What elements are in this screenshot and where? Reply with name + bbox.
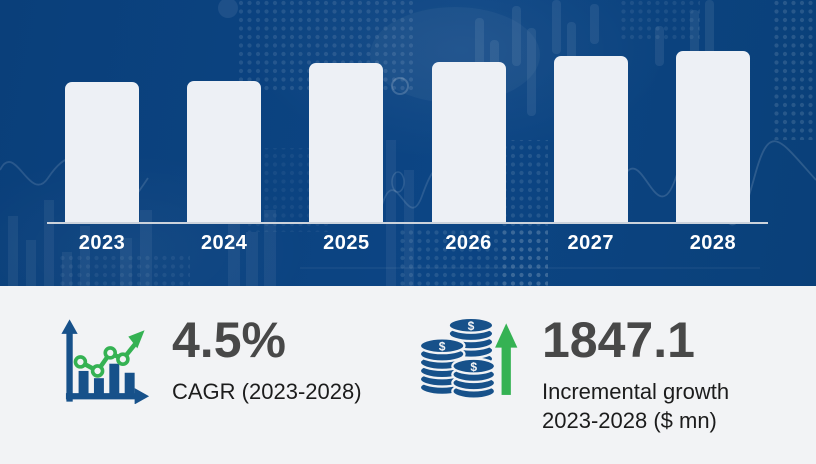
cagr-label: CAGR (2023-2028) — [172, 378, 362, 404]
bar-group-2026: 2026 — [431, 0, 506, 258]
chart-section: 2023 2024 2025 2026 2027 2028 — [0, 0, 816, 286]
stats-section: 4.5% CAGR (2023-2028) $ — [0, 286, 816, 464]
bar-group-2028: 2028 — [675, 0, 750, 258]
bar-2026 — [431, 62, 506, 222]
growth-chart-icon — [61, 319, 150, 404]
bar-label-2027: 2027 — [567, 232, 614, 254]
svg-text:$: $ — [470, 360, 477, 374]
x-axis-line — [47, 222, 768, 224]
cagr-stat: 4.5% CAGR (2023-2028) — [56, 286, 362, 406]
bar-chart: 2023 2024 2025 2026 2027 2028 — [47, 0, 768, 258]
bar-label-2028: 2028 — [689, 232, 737, 254]
bar-group-2023: 2023 — [65, 0, 139, 258]
bar-label-2023: 2023 — [78, 232, 126, 254]
bar-label-2026: 2026 — [445, 232, 492, 254]
cagr-value: 4.5% — [172, 312, 286, 368]
incremental-growth-label-line1: Incremental growth — [542, 378, 730, 404]
bar-group-2025: 2025 — [309, 0, 384, 258]
incremental-growth-text-block: 1847.1 Incremental growth 2023-2028 ($ m… — [542, 314, 729, 435]
incremental-growth-stat: $ $ $ — [418, 286, 729, 435]
bar-2023 — [65, 82, 139, 222]
bar-2024 — [187, 81, 262, 222]
bar-group-2024: 2024 — [187, 0, 262, 258]
bar-label-2025: 2025 — [323, 232, 370, 254]
coins-up-arrow-icon: $ $ $ — [418, 316, 518, 400]
bar-2025 — [309, 63, 384, 222]
incremental-growth-label: Incremental growth 2023-2028 ($ mn) — [542, 377, 729, 435]
incremental-growth-label-line2: 2023-2028 ($ mn) — [542, 407, 717, 433]
up-arrow-icon — [495, 323, 518, 395]
bar-2028 — [675, 51, 750, 222]
svg-text:$: $ — [468, 319, 475, 333]
svg-text:$: $ — [439, 339, 446, 353]
incremental-growth-value: 1847.1 — [542, 312, 695, 368]
bar-group-2027: 2027 — [553, 0, 628, 258]
bar-label-2024: 2024 — [200, 232, 248, 254]
bar-2027 — [553, 56, 628, 222]
cagr-text-block: 4.5% CAGR (2023-2028) — [172, 314, 362, 406]
